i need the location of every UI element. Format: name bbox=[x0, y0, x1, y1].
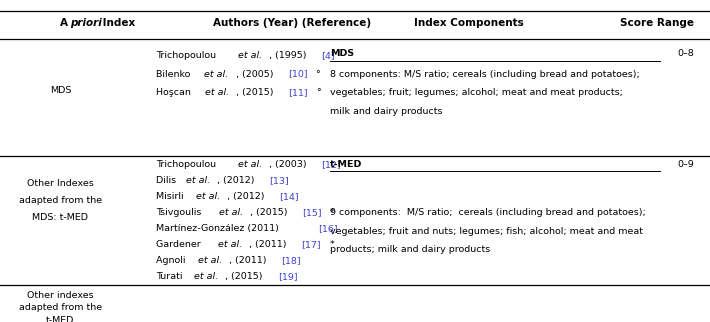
Text: 0–8: 0–8 bbox=[677, 49, 694, 58]
Text: t-MED: t-MED bbox=[46, 316, 75, 322]
Text: Agnoli: Agnoli bbox=[156, 256, 189, 265]
Text: 0–9: 0–9 bbox=[677, 160, 694, 169]
Text: °: ° bbox=[313, 70, 321, 79]
Text: [18]: [18] bbox=[282, 256, 301, 265]
Text: Misirli: Misirli bbox=[156, 192, 187, 201]
Text: et al.: et al. bbox=[198, 256, 222, 265]
Text: et al.: et al. bbox=[219, 208, 243, 217]
Text: MDS: MDS bbox=[330, 49, 354, 58]
Text: °: ° bbox=[314, 88, 322, 97]
Text: 9 components:  M/S ratio;  cereals (including bread and potatoes);: 9 components: M/S ratio; cereals (includ… bbox=[330, 208, 646, 217]
Text: , (2015): , (2015) bbox=[225, 272, 266, 281]
Text: [19]: [19] bbox=[278, 272, 297, 281]
Text: , (2012): , (2012) bbox=[217, 176, 258, 185]
Text: , (2005): , (2005) bbox=[236, 70, 276, 79]
Text: et al.: et al. bbox=[204, 70, 229, 79]
Text: , (2015): , (2015) bbox=[250, 208, 290, 217]
Text: Dilis: Dilis bbox=[156, 176, 180, 185]
Text: [14]: [14] bbox=[279, 192, 299, 201]
Text: [13]: [13] bbox=[269, 176, 289, 185]
Text: [4]: [4] bbox=[321, 51, 334, 60]
Text: adapted from the: adapted from the bbox=[18, 196, 102, 205]
Text: Hoşcan: Hoşcan bbox=[156, 88, 194, 97]
Text: et al.: et al. bbox=[238, 160, 262, 169]
Text: *: * bbox=[327, 240, 334, 249]
Text: MDS: MDS bbox=[50, 86, 71, 95]
Text: , (2011): , (2011) bbox=[229, 256, 270, 265]
Text: Index: Index bbox=[99, 17, 135, 28]
Text: , (2003): , (2003) bbox=[269, 160, 310, 169]
Text: et al.: et al. bbox=[238, 51, 262, 60]
Text: MDS: t-MED: MDS: t-MED bbox=[33, 213, 88, 222]
Text: priori: priori bbox=[70, 17, 102, 28]
Text: *: * bbox=[327, 208, 335, 217]
Text: [10]: [10] bbox=[288, 70, 307, 79]
Text: [17]: [17] bbox=[301, 240, 321, 249]
Text: Trichopoulou: Trichopoulou bbox=[156, 160, 219, 169]
Text: et al.: et al. bbox=[195, 272, 219, 281]
Text: products; milk and dairy products: products; milk and dairy products bbox=[330, 245, 491, 254]
Text: Other indexes: Other indexes bbox=[27, 291, 94, 300]
Text: milk and dairy products: milk and dairy products bbox=[330, 107, 442, 116]
Text: , (2015): , (2015) bbox=[236, 88, 277, 97]
Text: adapted from the: adapted from the bbox=[18, 303, 102, 312]
Text: et al.: et al. bbox=[196, 192, 220, 201]
Text: t-MED: t-MED bbox=[330, 160, 363, 169]
Text: [15]: [15] bbox=[302, 208, 322, 217]
Text: [16]: [16] bbox=[319, 224, 338, 233]
Text: Trichopoulou: Trichopoulou bbox=[156, 51, 219, 60]
Text: Index Components: Index Components bbox=[414, 17, 523, 28]
Text: , (2012): , (2012) bbox=[227, 192, 268, 201]
Text: et al.: et al. bbox=[186, 176, 210, 185]
Text: vegetables; fruit; legumes; alcohol; meat and meat products;: vegetables; fruit; legumes; alcohol; mea… bbox=[330, 88, 623, 97]
Text: et al.: et al. bbox=[205, 88, 229, 97]
Text: Other Indexes: Other Indexes bbox=[27, 179, 94, 188]
Text: Gardener: Gardener bbox=[156, 240, 204, 249]
Text: Tsivgoulis: Tsivgoulis bbox=[156, 208, 204, 217]
Text: , (1995): , (1995) bbox=[269, 51, 310, 60]
Text: [11]: [11] bbox=[288, 88, 308, 97]
Text: vegetables; fruit and nuts; legumes; fish; alcohol; meat and meat: vegetables; fruit and nuts; legumes; fis… bbox=[330, 227, 643, 236]
Text: et al.: et al. bbox=[218, 240, 242, 249]
Text: Bilenko: Bilenko bbox=[156, 70, 194, 79]
Text: Martínez-González (2011): Martínez-González (2011) bbox=[156, 224, 282, 233]
Text: , (2011): , (2011) bbox=[249, 240, 290, 249]
Text: [12]: [12] bbox=[321, 160, 341, 169]
Text: 8 components: M/S ratio; cereals (including bread and potatoes);: 8 components: M/S ratio; cereals (includ… bbox=[330, 70, 640, 79]
Text: Score Range: Score Range bbox=[621, 17, 694, 28]
Text: Turati: Turati bbox=[156, 272, 186, 281]
Text: Authors (Year) (Reference): Authors (Year) (Reference) bbox=[213, 17, 371, 28]
Text: A: A bbox=[60, 17, 72, 28]
